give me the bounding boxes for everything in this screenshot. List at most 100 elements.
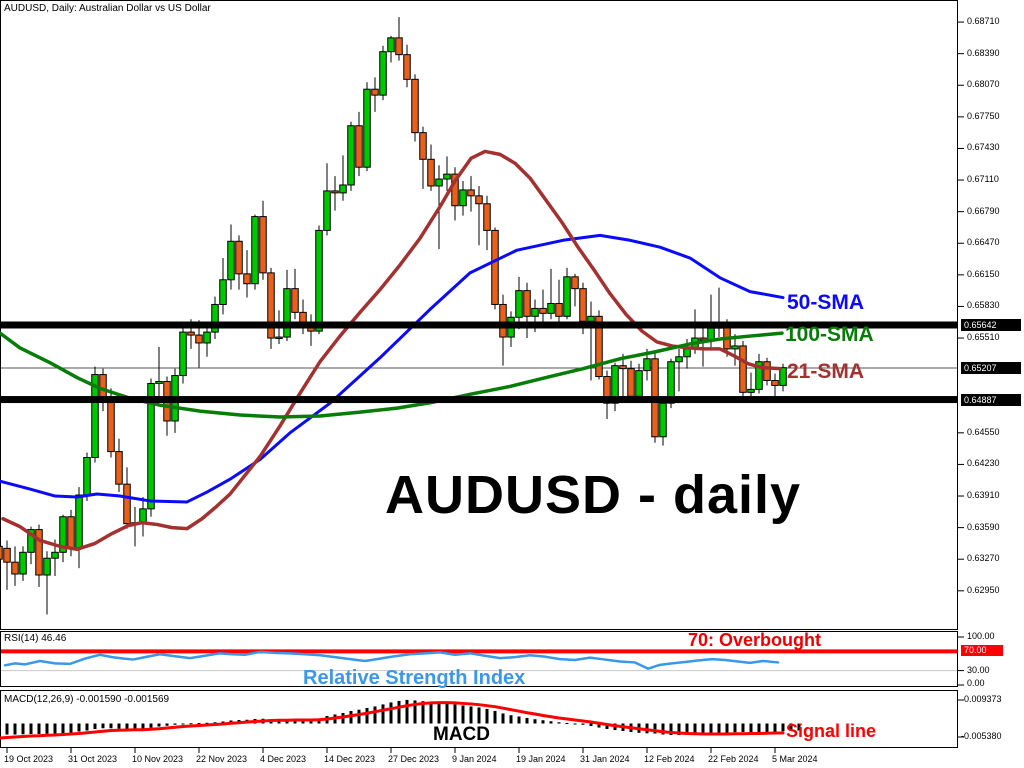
price-tick-label: 0.65830	[967, 300, 1000, 310]
price-tick-label: 0.66790	[967, 206, 1000, 216]
candle-body	[427, 158, 435, 187]
candle-body	[603, 376, 611, 404]
sma21-line	[1, 149, 782, 552]
price-tick-label: 0.62950	[967, 585, 1000, 595]
candle-body	[587, 315, 595, 322]
date-tick-label: 5 Mar 2024	[772, 754, 818, 764]
candle-body	[43, 557, 51, 576]
candle-body	[619, 365, 627, 370]
macd-histogram-bar	[693, 723, 697, 735]
candle-body	[611, 365, 619, 404]
macd-histogram-bar	[581, 723, 585, 725]
candle-body	[51, 551, 59, 559]
macd-histogram-bar	[549, 721, 553, 724]
date-tick-label: 31 Jan 2024	[580, 754, 630, 764]
price-tick-label: 0.64230	[967, 458, 1000, 468]
candle-body	[579, 288, 587, 322]
candle-body	[211, 303, 219, 333]
candle-body	[387, 37, 395, 53]
rsi-overbought-label: 70: Overbought	[688, 630, 822, 650]
candle-body	[3, 547, 11, 563]
macd-histogram-bar	[293, 719, 297, 724]
macd-histogram-bar	[517, 716, 521, 724]
date-tick-label: 19 Oct 2023	[4, 754, 54, 764]
macd-panel-border	[0, 690, 958, 748]
candle-body	[179, 331, 187, 377]
macd-histogram-bar	[685, 723, 689, 735]
price-tick-label: 0.68710	[967, 16, 1000, 26]
candle-body	[755, 361, 763, 390]
rsi-axis-100: 100.00	[967, 631, 995, 641]
macd-histogram-bar	[53, 723, 57, 734]
macd-histogram-bar	[469, 706, 473, 724]
candle-body	[531, 307, 539, 317]
macd-histogram-bar	[565, 722, 569, 724]
price-tick-label: 0.67750	[967, 111, 1000, 121]
price-tick-label: 0.68070	[967, 79, 1000, 89]
macd-histogram-bar	[709, 723, 713, 734]
candle-body	[379, 51, 387, 96]
candle-body	[331, 190, 339, 194]
candle-body	[259, 216, 267, 274]
sma100-label: 100-SMA	[785, 323, 874, 346]
candle-body	[491, 229, 499, 305]
candle-body	[547, 302, 555, 314]
price-tick-label: 0.67430	[967, 142, 1000, 152]
candle-body	[27, 529, 35, 553]
macd-histogram-bar	[725, 723, 729, 733]
candle-body	[683, 348, 691, 358]
main-panel-border	[0, 0, 958, 630]
macd-histogram-bar	[749, 723, 753, 733]
candle-body	[347, 125, 355, 186]
macd-histogram-bar	[109, 723, 113, 729]
price-tick-label: 0.63270	[967, 553, 1000, 563]
candle-body	[699, 337, 707, 341]
date-tick-label: 22 Feb 2024	[708, 754, 759, 764]
macd-signal-label: Signal line	[786, 721, 877, 741]
macd-histogram-bar	[485, 708, 489, 724]
macd-histogram-bar	[765, 723, 769, 733]
candle-body	[363, 88, 371, 168]
candle-body	[107, 400, 115, 453]
macd-histogram-bar	[573, 723, 577, 725]
macd-histogram-bar	[77, 723, 81, 732]
macd-histogram-bar	[525, 717, 529, 724]
candle-body	[571, 276, 579, 290]
macd-histogram-bar	[461, 705, 465, 724]
candle-body	[627, 368, 635, 397]
price-tick-label: 0.67110	[967, 174, 999, 184]
rsi-axis-30: 30.00	[967, 665, 990, 675]
date-tick-label: 27 Dec 2023	[388, 754, 440, 764]
macd-histogram-bar	[405, 699, 409, 724]
macd-histogram-bar	[157, 723, 161, 727]
macd-histogram-bar	[421, 701, 425, 724]
date-tick-label: 22 Nov 2023	[196, 754, 248, 764]
macd-histogram-bar	[429, 702, 433, 724]
macd-histogram-bar	[0, 723, 1, 735]
macd-histogram-bar	[557, 722, 561, 724]
candle-body	[19, 551, 27, 575]
candle-body	[251, 216, 259, 285]
macd-histogram-bar	[29, 723, 33, 735]
candle-body	[219, 279, 227, 305]
macd-histogram-bar	[413, 700, 417, 724]
candle-body	[403, 54, 411, 80]
macd-histogram-bar	[5, 723, 9, 735]
macd-histogram-bar	[437, 702, 441, 724]
candle-body	[147, 382, 155, 510]
macd-histogram-bar	[501, 713, 505, 724]
date-tick-label: 31 Oct 2023	[68, 754, 118, 764]
candle-body	[243, 273, 251, 285]
candle-body	[355, 125, 363, 168]
candle-body	[763, 361, 771, 381]
candle-body	[483, 203, 491, 231]
rsi-axis-70-box: 70.00	[961, 645, 1003, 656]
macd-histogram-bar	[453, 704, 457, 724]
date-tick-label: 12 Feb 2024	[644, 754, 695, 764]
candle-body	[75, 494, 83, 549]
macd-histogram-bar	[13, 723, 17, 735]
candle-body	[467, 189, 475, 197]
candle-body	[187, 331, 195, 336]
